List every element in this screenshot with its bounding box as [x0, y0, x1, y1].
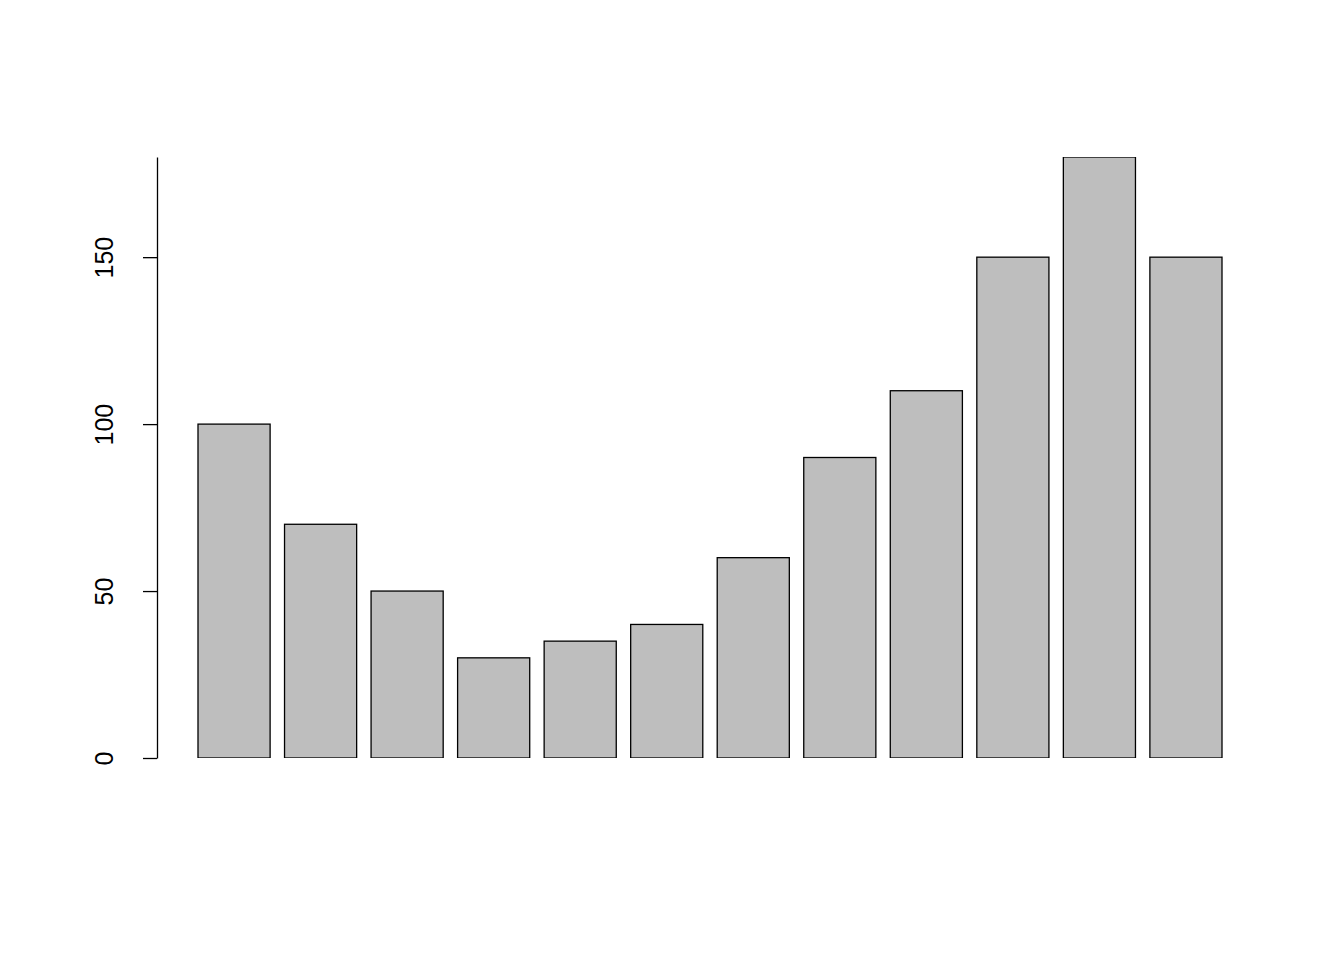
bar	[804, 458, 876, 759]
y-tick-label: 100	[90, 404, 118, 446]
bar	[371, 591, 443, 758]
y-tick-mark	[143, 591, 157, 592]
bar	[977, 257, 1049, 758]
bar	[198, 424, 270, 758]
bar	[890, 391, 962, 758]
chart: 0 50 100 150	[0, 0, 1344, 960]
y-tick-mark	[143, 257, 157, 258]
y-axis: 0 50 100 150	[90, 158, 158, 766]
y-tick: 0	[90, 752, 157, 766]
bar	[717, 558, 789, 758]
bar	[1063, 157, 1135, 758]
bar	[631, 624, 703, 758]
y-tick-label: 150	[90, 237, 118, 279]
bar	[285, 524, 357, 758]
bars	[198, 157, 1222, 758]
y-tick-label: 0	[90, 752, 118, 766]
y-tick: 150	[90, 237, 157, 279]
bar	[1150, 257, 1222, 758]
y-tick-mark	[143, 758, 157, 759]
y-axis-line	[157, 158, 158, 759]
y-tick: 100	[90, 404, 157, 446]
y-tick-mark	[143, 424, 157, 425]
y-tick: 50	[90, 578, 157, 606]
y-tick-label: 50	[90, 578, 118, 606]
bar	[544, 641, 616, 758]
bar	[458, 658, 530, 758]
